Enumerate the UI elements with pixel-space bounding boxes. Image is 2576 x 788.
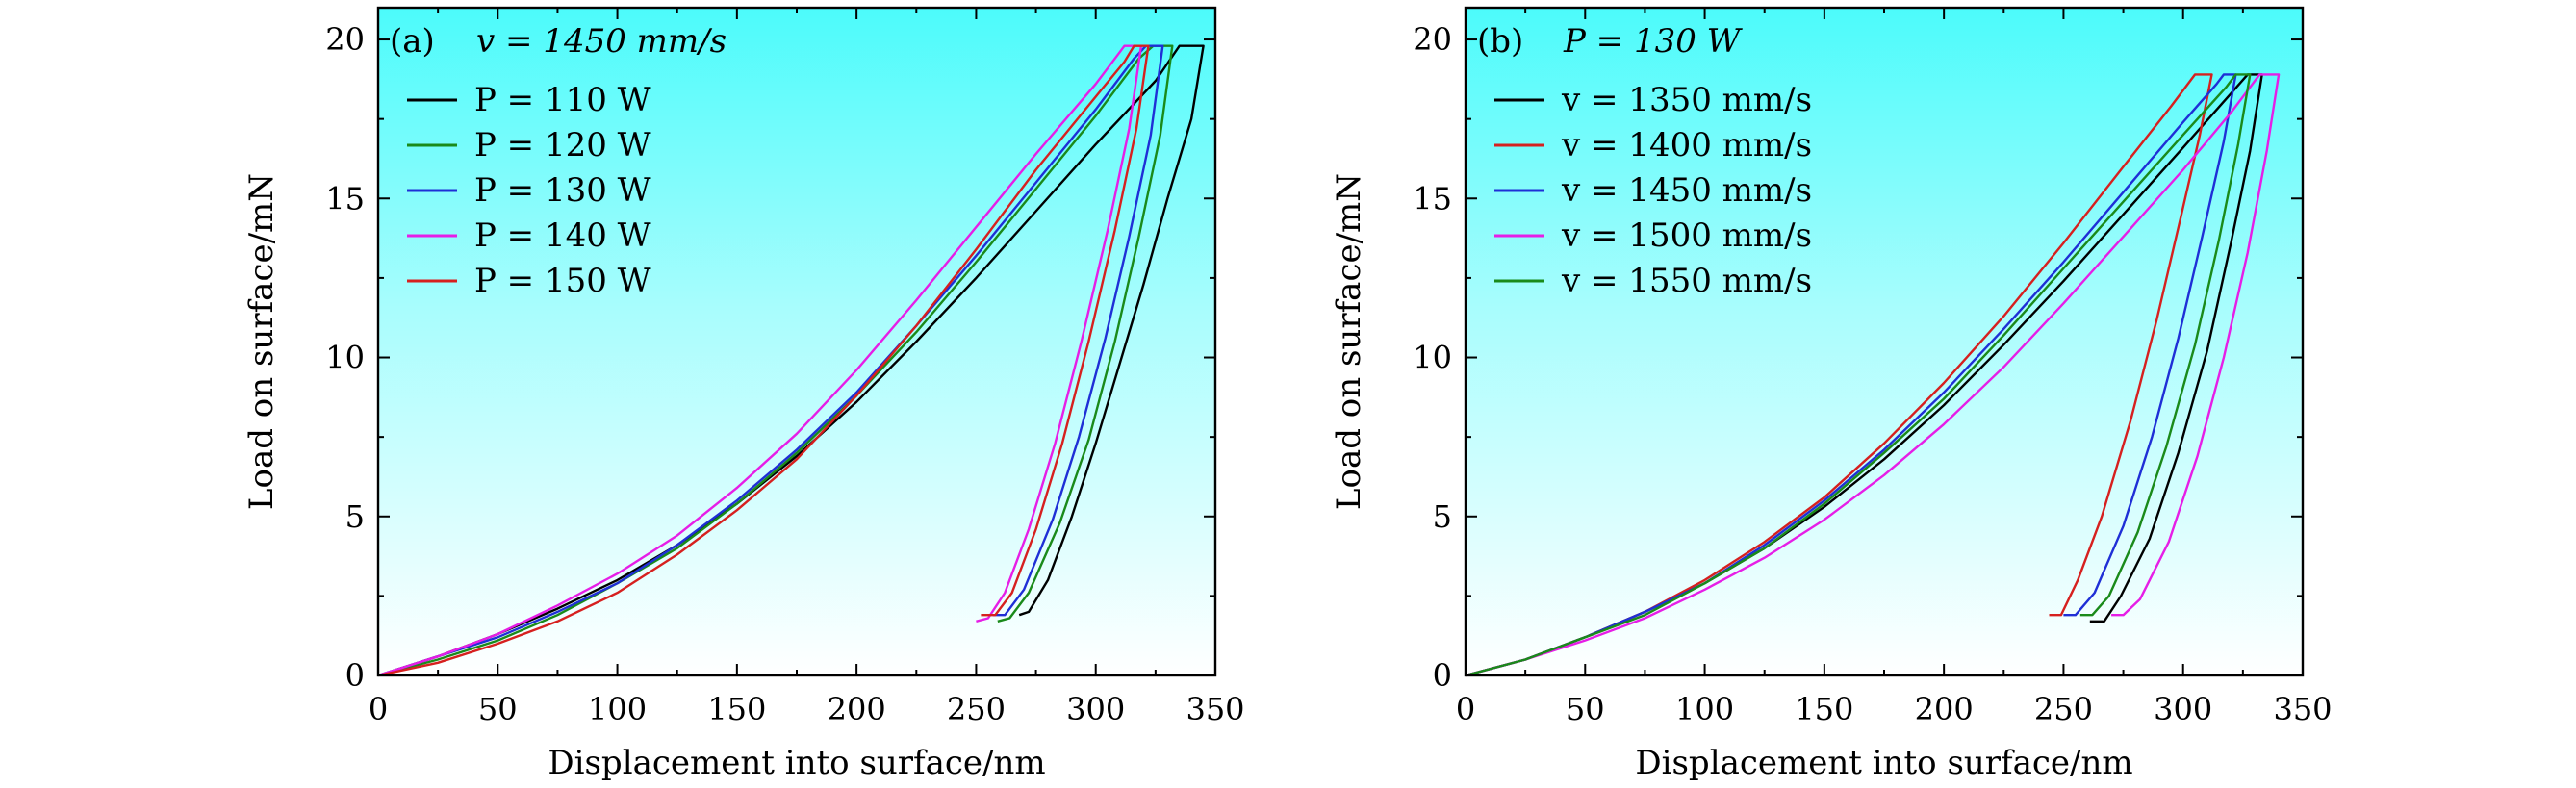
- legend-label: v = 1450 mm/s: [1561, 171, 1812, 210]
- legend-label: P = 130 W: [474, 171, 651, 210]
- x-tick-label: 50: [478, 691, 518, 727]
- legend-label: P = 110 W: [474, 81, 651, 119]
- x-axis-title: Displacement into surface/nm: [1635, 744, 2132, 782]
- legend-label: v = 1350 mm/s: [1561, 81, 1812, 119]
- y-axis-title: Load on surface/mN: [242, 173, 281, 510]
- series-line-4: [1465, 73, 2281, 677]
- y-tick-label: 0: [1433, 657, 1452, 694]
- x-tick-label: 250: [947, 691, 1006, 727]
- x-tick-label: 100: [588, 691, 647, 727]
- x-tick-label: 150: [707, 691, 766, 727]
- legend-label: P = 140 W: [474, 216, 651, 255]
- legend-label: v = 1500 mm/s: [1561, 216, 1812, 255]
- panel-title: P = 130 W: [1563, 22, 1744, 61]
- legend-label: v = 1550 mm/s: [1561, 262, 1812, 300]
- x-tick-label: 50: [1566, 691, 1605, 727]
- series-line-4: [377, 44, 1143, 677]
- y-tick-label: 5: [1433, 498, 1452, 535]
- series-line-5: [377, 44, 1150, 677]
- legend-label: v = 1400 mm/s: [1561, 126, 1812, 165]
- chart-panel-b: 0 50 100 150 200 250 300 350 0 5 10 15 20 Displacemen…: [1330, 6, 2333, 782]
- x-tick-label: 0: [1456, 691, 1475, 727]
- x-tick-label: 300: [2154, 691, 2212, 727]
- y-tick-label: 15: [325, 180, 365, 216]
- plot-background: [1466, 8, 2303, 675]
- x-tick-label: 350: [2273, 691, 2332, 727]
- legend-label: P = 120 W: [474, 126, 651, 165]
- y-tick-label: 20: [1413, 21, 1452, 58]
- series-line-5: [1465, 73, 2252, 677]
- panel-label: (a): [390, 22, 435, 61]
- x-tick-label: 150: [1795, 691, 1853, 727]
- x-tick-label: 200: [828, 691, 886, 727]
- y-tick-label: 10: [325, 340, 365, 376]
- x-tick-label: 0: [369, 691, 388, 727]
- legend-label: P = 150 W: [474, 262, 651, 300]
- x-tick-label: 300: [1066, 691, 1125, 727]
- y-axis-title: Load on surface/mN: [1330, 173, 1368, 510]
- panel-title: v = 1450 mm/s: [476, 22, 727, 61]
- series-line-1: [377, 44, 1205, 677]
- y-tick-label: 15: [1413, 180, 1452, 216]
- x-tick-label: 200: [1915, 691, 1974, 727]
- y-tick-label: 0: [345, 657, 365, 694]
- series-line-2: [1465, 73, 2213, 677]
- x-tick-label: 250: [2034, 691, 2093, 727]
- panel-label: (b): [1477, 22, 1523, 61]
- x-axis-title: Displacement into surface/nm: [548, 744, 1045, 782]
- y-tick-label: 10: [1413, 340, 1452, 376]
- plot-background: [378, 8, 1215, 675]
- x-tick-label: 350: [1186, 691, 1244, 727]
- y-tick-label: 5: [345, 498, 365, 535]
- chart-panel-a: 0 50 100 150 200 250 300 350 0 5 10 15 20 Displacemen…: [242, 6, 1245, 782]
- series-line-3: [377, 44, 1164, 677]
- y-tick-label: 20: [325, 21, 365, 58]
- x-tick-label: 100: [1675, 691, 1734, 727]
